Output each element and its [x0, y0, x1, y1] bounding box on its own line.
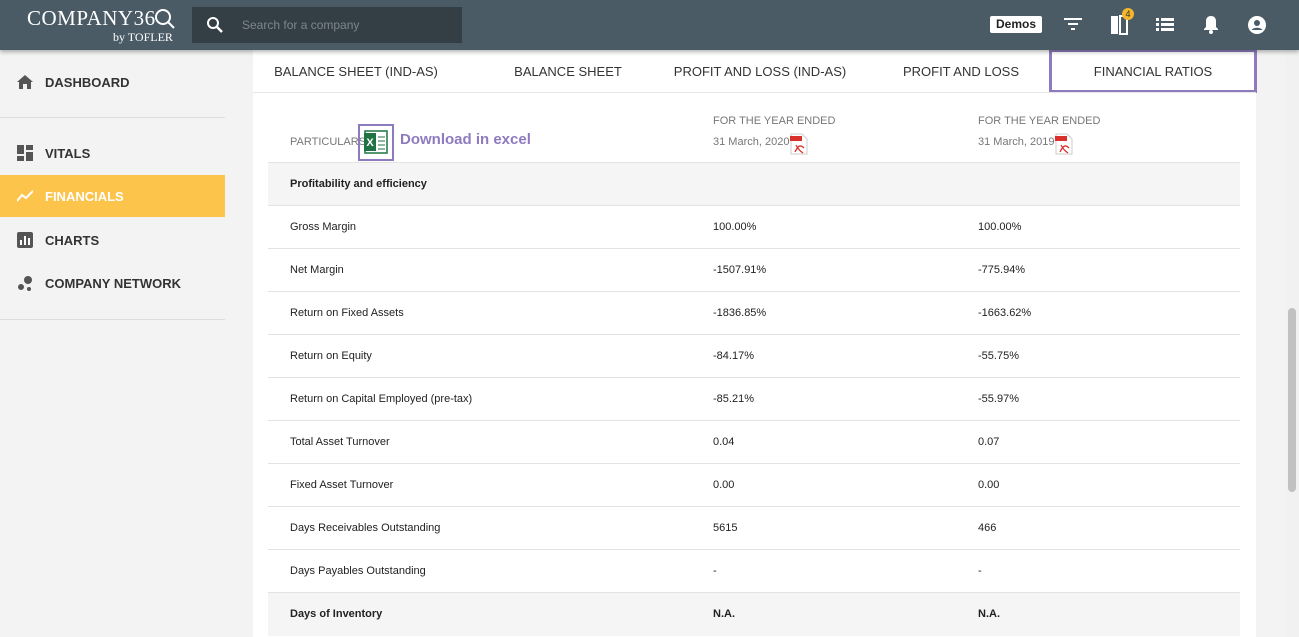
cell-value: 0.00: [713, 479, 735, 491]
column-date: 31 March, 2020: [713, 136, 790, 148]
column-date: 31 March, 2019: [978, 136, 1055, 148]
cell-value: 0.07: [978, 436, 1000, 448]
cell-value: 0.04: [713, 436, 735, 448]
cell-value: -: [978, 565, 982, 577]
row-label: Return on Capital Employed (pre-tax): [290, 393, 473, 405]
nav-icon: [17, 75, 33, 89]
list-icon[interactable]: [1156, 18, 1174, 32]
pdf-glyph: [1055, 133, 1073, 155]
excel-icon[interactable]: X: [358, 124, 394, 161]
nav-item[interactable]: CHARTS: [0, 219, 225, 261]
demos-button[interactable]: Demos: [990, 16, 1042, 33]
cell-value: N.A.: [713, 608, 735, 620]
table-row: Days of Inventory N.A. N.A.: [268, 592, 1240, 636]
column-heading: FOR THE YEAR ENDED: [713, 115, 836, 127]
nav-label: CHARTS: [45, 233, 100, 248]
nav-label: VITALS: [45, 146, 91, 161]
table-row: Return on Fixed Assets -1836.85% -1663.62%: [268, 291, 1240, 335]
nav-item[interactable]: DASHBOARD: [0, 61, 225, 103]
nav-label: DASHBOARD: [45, 75, 130, 90]
logo[interactable]: COMPANY36: [27, 6, 156, 30]
main-panel: BALANCE SHEET (IND-AS) BALANCE SHEET PROFI…: [253, 50, 1257, 637]
nav-icon: [17, 232, 33, 248]
excel-glyph: X: [364, 130, 388, 154]
nav-item[interactable]: COMPANY NETWORK: [0, 262, 225, 304]
row-label: Net Margin: [290, 264, 344, 276]
pdf-icon[interactable]: [790, 133, 808, 155]
bell-icon[interactable]: [1203, 15, 1219, 34]
row-label: Days Payables Outstanding: [290, 565, 426, 577]
row-label: Return on Equity: [290, 350, 372, 362]
table-row: Fixed Asset Turnover 0.00 0.00: [268, 463, 1240, 507]
tab[interactable]: BALANCE SHEET: [514, 64, 622, 79]
notification-badge: 4: [1122, 8, 1134, 20]
section-title: Profitability and efficiency: [290, 178, 427, 190]
tab[interactable]: PROFIT AND LOSS (IND-AS): [673, 64, 847, 79]
cell-value: -: [713, 565, 717, 577]
tab-divider: [253, 92, 1256, 93]
column-heading: FOR THE YEAR ENDED: [978, 115, 1101, 127]
row-label: Days Receivables Outstanding: [290, 522, 441, 534]
search-box[interactable]: Search for a company: [192, 7, 462, 43]
row-label: Total Asset Turnover: [290, 436, 390, 448]
cell-value: -84.17%: [713, 350, 754, 362]
tab[interactable]: FINANCIAL RATIOS: [1049, 50, 1257, 93]
cell-value: -55.97%: [978, 393, 1019, 405]
pdf-glyph: [790, 133, 808, 155]
svg-text:X: X: [366, 137, 374, 149]
sidebar: DASHBOARD VITALS FINANCIALS CHARTS COMPANY N…: [0, 50, 225, 637]
logo-sub: by TOFLER: [113, 30, 173, 44]
particulars-header: PARTICULARS: [290, 136, 367, 148]
nav-item[interactable]: VITALS: [0, 132, 225, 174]
table-row: Days Payables Outstanding - -: [268, 549, 1240, 593]
row-label: Gross Margin: [290, 221, 357, 233]
table-row: Return on Equity -84.17% -55.75%: [268, 334, 1240, 378]
table-row: Days Receivables Outstanding 5615 466: [268, 506, 1240, 550]
download-excel[interactable]: Download in excel: [400, 131, 531, 148]
nav-label: COMPANY NETWORK: [45, 276, 182, 291]
account-icon[interactable]: [1248, 16, 1266, 34]
cell-value: -775.94%: [978, 264, 1026, 276]
cell-value: -85.21%: [713, 393, 754, 405]
table-row: Net Margin -1507.91% -775.94%: [268, 248, 1240, 292]
separator: [0, 319, 225, 320]
separator: [0, 117, 225, 118]
search-icon: [207, 17, 223, 33]
nav-label: FINANCIALS: [45, 189, 124, 204]
tab[interactable]: PROFIT AND LOSS: [902, 64, 1020, 79]
cell-value: 100.00%: [978, 221, 1022, 233]
cell-value: -1663.62%: [978, 307, 1032, 319]
table-row: Gross Margin 100.00% 100.00%: [268, 205, 1240, 249]
filter-icon[interactable]: [1064, 17, 1082, 31]
cell-value: N.A.: [978, 608, 1000, 620]
cell-value: 466: [978, 522, 997, 534]
tab[interactable]: BALANCE SHEET (IND-AS): [274, 64, 438, 79]
logo-magnifier: [155, 9, 175, 29]
row-label: Days of Inventory: [290, 608, 383, 620]
nav-icon: [17, 145, 33, 161]
table-row: Return on Capital Employed (pre-tax) -85.…: [268, 377, 1240, 421]
pdf-icon[interactable]: [1055, 133, 1073, 155]
row-label: Return on Fixed Assets: [290, 307, 404, 319]
cell-value: 0.00: [978, 479, 1000, 491]
cell-value: 5615: [713, 522, 738, 534]
scrollbar-thumb[interactable]: [1288, 308, 1296, 492]
nav-icon: [18, 276, 32, 291]
search-placeholder: Search for a company: [242, 18, 360, 32]
cell-value: -55.75%: [978, 350, 1019, 362]
top-bar: COMPANY36 by TOFLER Search for a company…: [0, 0, 1299, 50]
table-row: Total Asset Turnover 0.04 0.07: [268, 420, 1240, 464]
nav-icon: [17, 190, 33, 202]
cell-value: -1507.91%: [713, 264, 767, 276]
nav-item[interactable]: FINANCIALS: [0, 175, 225, 217]
row-label: Fixed Asset Turnover: [290, 479, 394, 491]
section-row: Profitability and efficiency: [268, 162, 1240, 206]
cell-value: -1836.85%: [713, 307, 767, 319]
cell-value: 100.00%: [713, 221, 757, 233]
